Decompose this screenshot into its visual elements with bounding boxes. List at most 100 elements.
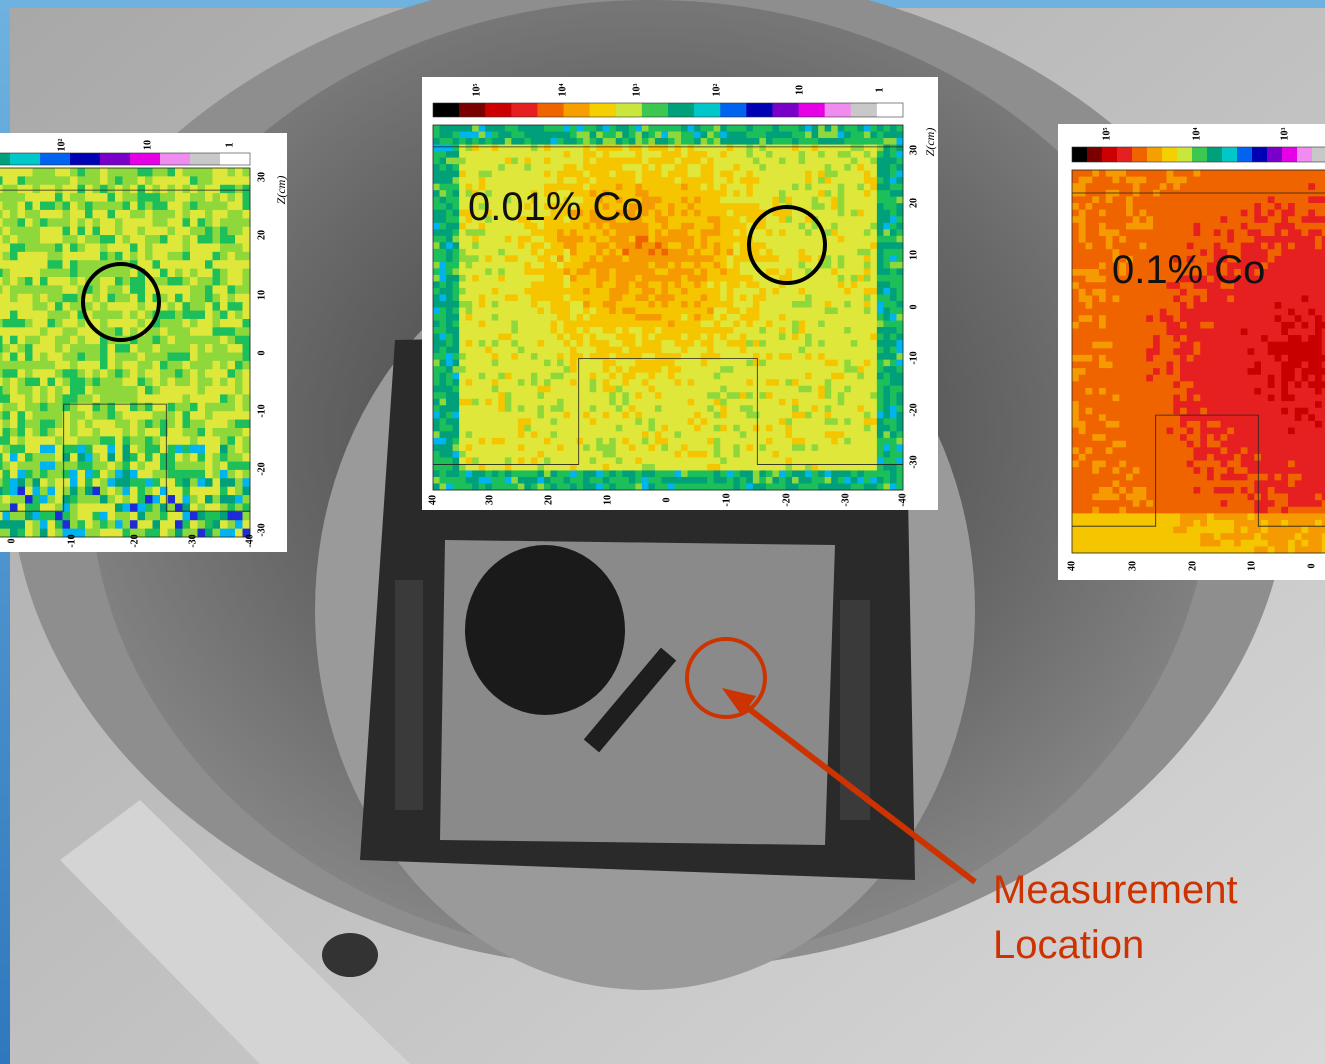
heat-cell bbox=[40, 462, 48, 471]
heat-cell bbox=[433, 386, 440, 393]
heat-cell bbox=[198, 327, 206, 336]
heat-cell bbox=[175, 336, 183, 345]
heat-cell bbox=[33, 403, 41, 412]
heat-cell bbox=[577, 288, 584, 295]
heat-cell bbox=[243, 235, 251, 244]
heat-cell bbox=[688, 334, 695, 341]
heat-cell bbox=[453, 249, 460, 256]
heat-cell bbox=[831, 412, 838, 419]
heat-cell bbox=[694, 366, 701, 373]
heat-cell bbox=[746, 340, 753, 347]
heat-cell bbox=[130, 277, 138, 286]
heat-cell bbox=[198, 369, 206, 378]
heat-cell bbox=[818, 190, 825, 197]
heat-cell bbox=[864, 171, 871, 178]
heat-cell bbox=[851, 151, 858, 158]
heat-cell bbox=[433, 164, 440, 171]
heat-cell bbox=[772, 301, 779, 308]
heat-cell bbox=[472, 236, 479, 243]
heat-cell bbox=[557, 392, 564, 399]
heat-cell bbox=[531, 281, 538, 288]
heat-cell bbox=[733, 151, 740, 158]
heat-cell bbox=[130, 512, 138, 521]
heat-cell bbox=[668, 347, 675, 354]
heat-cell bbox=[792, 386, 799, 393]
heat-cell bbox=[681, 177, 688, 184]
heat-cell bbox=[190, 193, 198, 202]
heat-cell bbox=[857, 308, 864, 315]
heat-cell bbox=[18, 520, 26, 529]
heat-cell bbox=[792, 301, 799, 308]
heat-cell bbox=[108, 235, 116, 244]
heat-cell bbox=[235, 269, 243, 278]
heat-cell bbox=[145, 512, 153, 521]
heat-cell bbox=[168, 252, 176, 261]
heat-cell bbox=[635, 255, 642, 262]
heat-cell bbox=[603, 405, 610, 412]
heat-cell bbox=[557, 353, 564, 360]
heat-cell bbox=[714, 158, 721, 165]
heat-cell bbox=[661, 412, 668, 419]
heat-cell bbox=[3, 235, 11, 244]
heat-cell bbox=[668, 249, 675, 256]
heat-cell bbox=[766, 392, 773, 399]
heat-cell bbox=[864, 190, 871, 197]
heat-cell bbox=[877, 255, 884, 262]
heat-cell bbox=[812, 399, 819, 406]
heat-cell bbox=[883, 184, 890, 191]
heat-cell bbox=[160, 285, 168, 294]
heat-cell bbox=[655, 164, 662, 171]
heat-cell bbox=[831, 223, 838, 230]
heat-cell bbox=[714, 366, 721, 373]
heat-cell bbox=[78, 327, 86, 336]
heat-cell bbox=[466, 425, 473, 432]
heat-cell bbox=[459, 151, 466, 158]
heat-cell bbox=[727, 412, 734, 419]
heat-cell bbox=[518, 405, 525, 412]
heat-cell bbox=[877, 334, 884, 341]
heat-cell bbox=[466, 340, 473, 347]
heat-cell bbox=[707, 425, 714, 432]
heat-cell bbox=[688, 125, 695, 132]
heat-cell bbox=[831, 327, 838, 334]
heat-cell bbox=[433, 334, 440, 341]
heat-cell bbox=[123, 193, 131, 202]
heat-cell bbox=[168, 294, 176, 303]
heat-cell bbox=[492, 164, 499, 171]
heat-cell bbox=[648, 164, 655, 171]
heat-cell bbox=[524, 360, 531, 367]
heat-cell bbox=[531, 412, 538, 419]
heat-cell bbox=[825, 340, 832, 347]
heat-cell bbox=[564, 386, 571, 393]
heat-cell bbox=[766, 223, 773, 230]
heat-cell bbox=[714, 294, 721, 301]
heat-cell bbox=[138, 470, 146, 479]
heat-cell bbox=[714, 151, 721, 158]
heat-cell bbox=[890, 236, 897, 243]
heat-cell bbox=[603, 294, 610, 301]
heat-cell bbox=[138, 193, 146, 202]
heat-cell bbox=[228, 176, 236, 185]
heat-cell bbox=[446, 184, 453, 191]
heat-cell bbox=[629, 177, 636, 184]
heat-cell bbox=[714, 275, 721, 282]
heat-cell bbox=[505, 294, 512, 301]
heat-cell bbox=[472, 229, 479, 236]
heat-cell bbox=[564, 236, 571, 243]
heat-cell bbox=[766, 281, 773, 288]
heat-cell bbox=[890, 132, 897, 139]
heat-cell bbox=[115, 344, 123, 353]
heat-cell bbox=[524, 171, 531, 178]
heat-cell bbox=[838, 314, 845, 321]
heat-cell bbox=[511, 275, 518, 282]
heat-cell bbox=[577, 379, 584, 386]
heat-cell bbox=[175, 302, 183, 311]
heat-cell bbox=[792, 249, 799, 256]
heat-cell bbox=[896, 236, 903, 243]
heat-cell bbox=[890, 203, 897, 210]
heat-cell bbox=[759, 236, 766, 243]
heat-cell bbox=[40, 285, 48, 294]
heat-cell bbox=[551, 327, 558, 334]
heat-cell bbox=[772, 262, 779, 269]
heat-cell bbox=[160, 327, 168, 336]
